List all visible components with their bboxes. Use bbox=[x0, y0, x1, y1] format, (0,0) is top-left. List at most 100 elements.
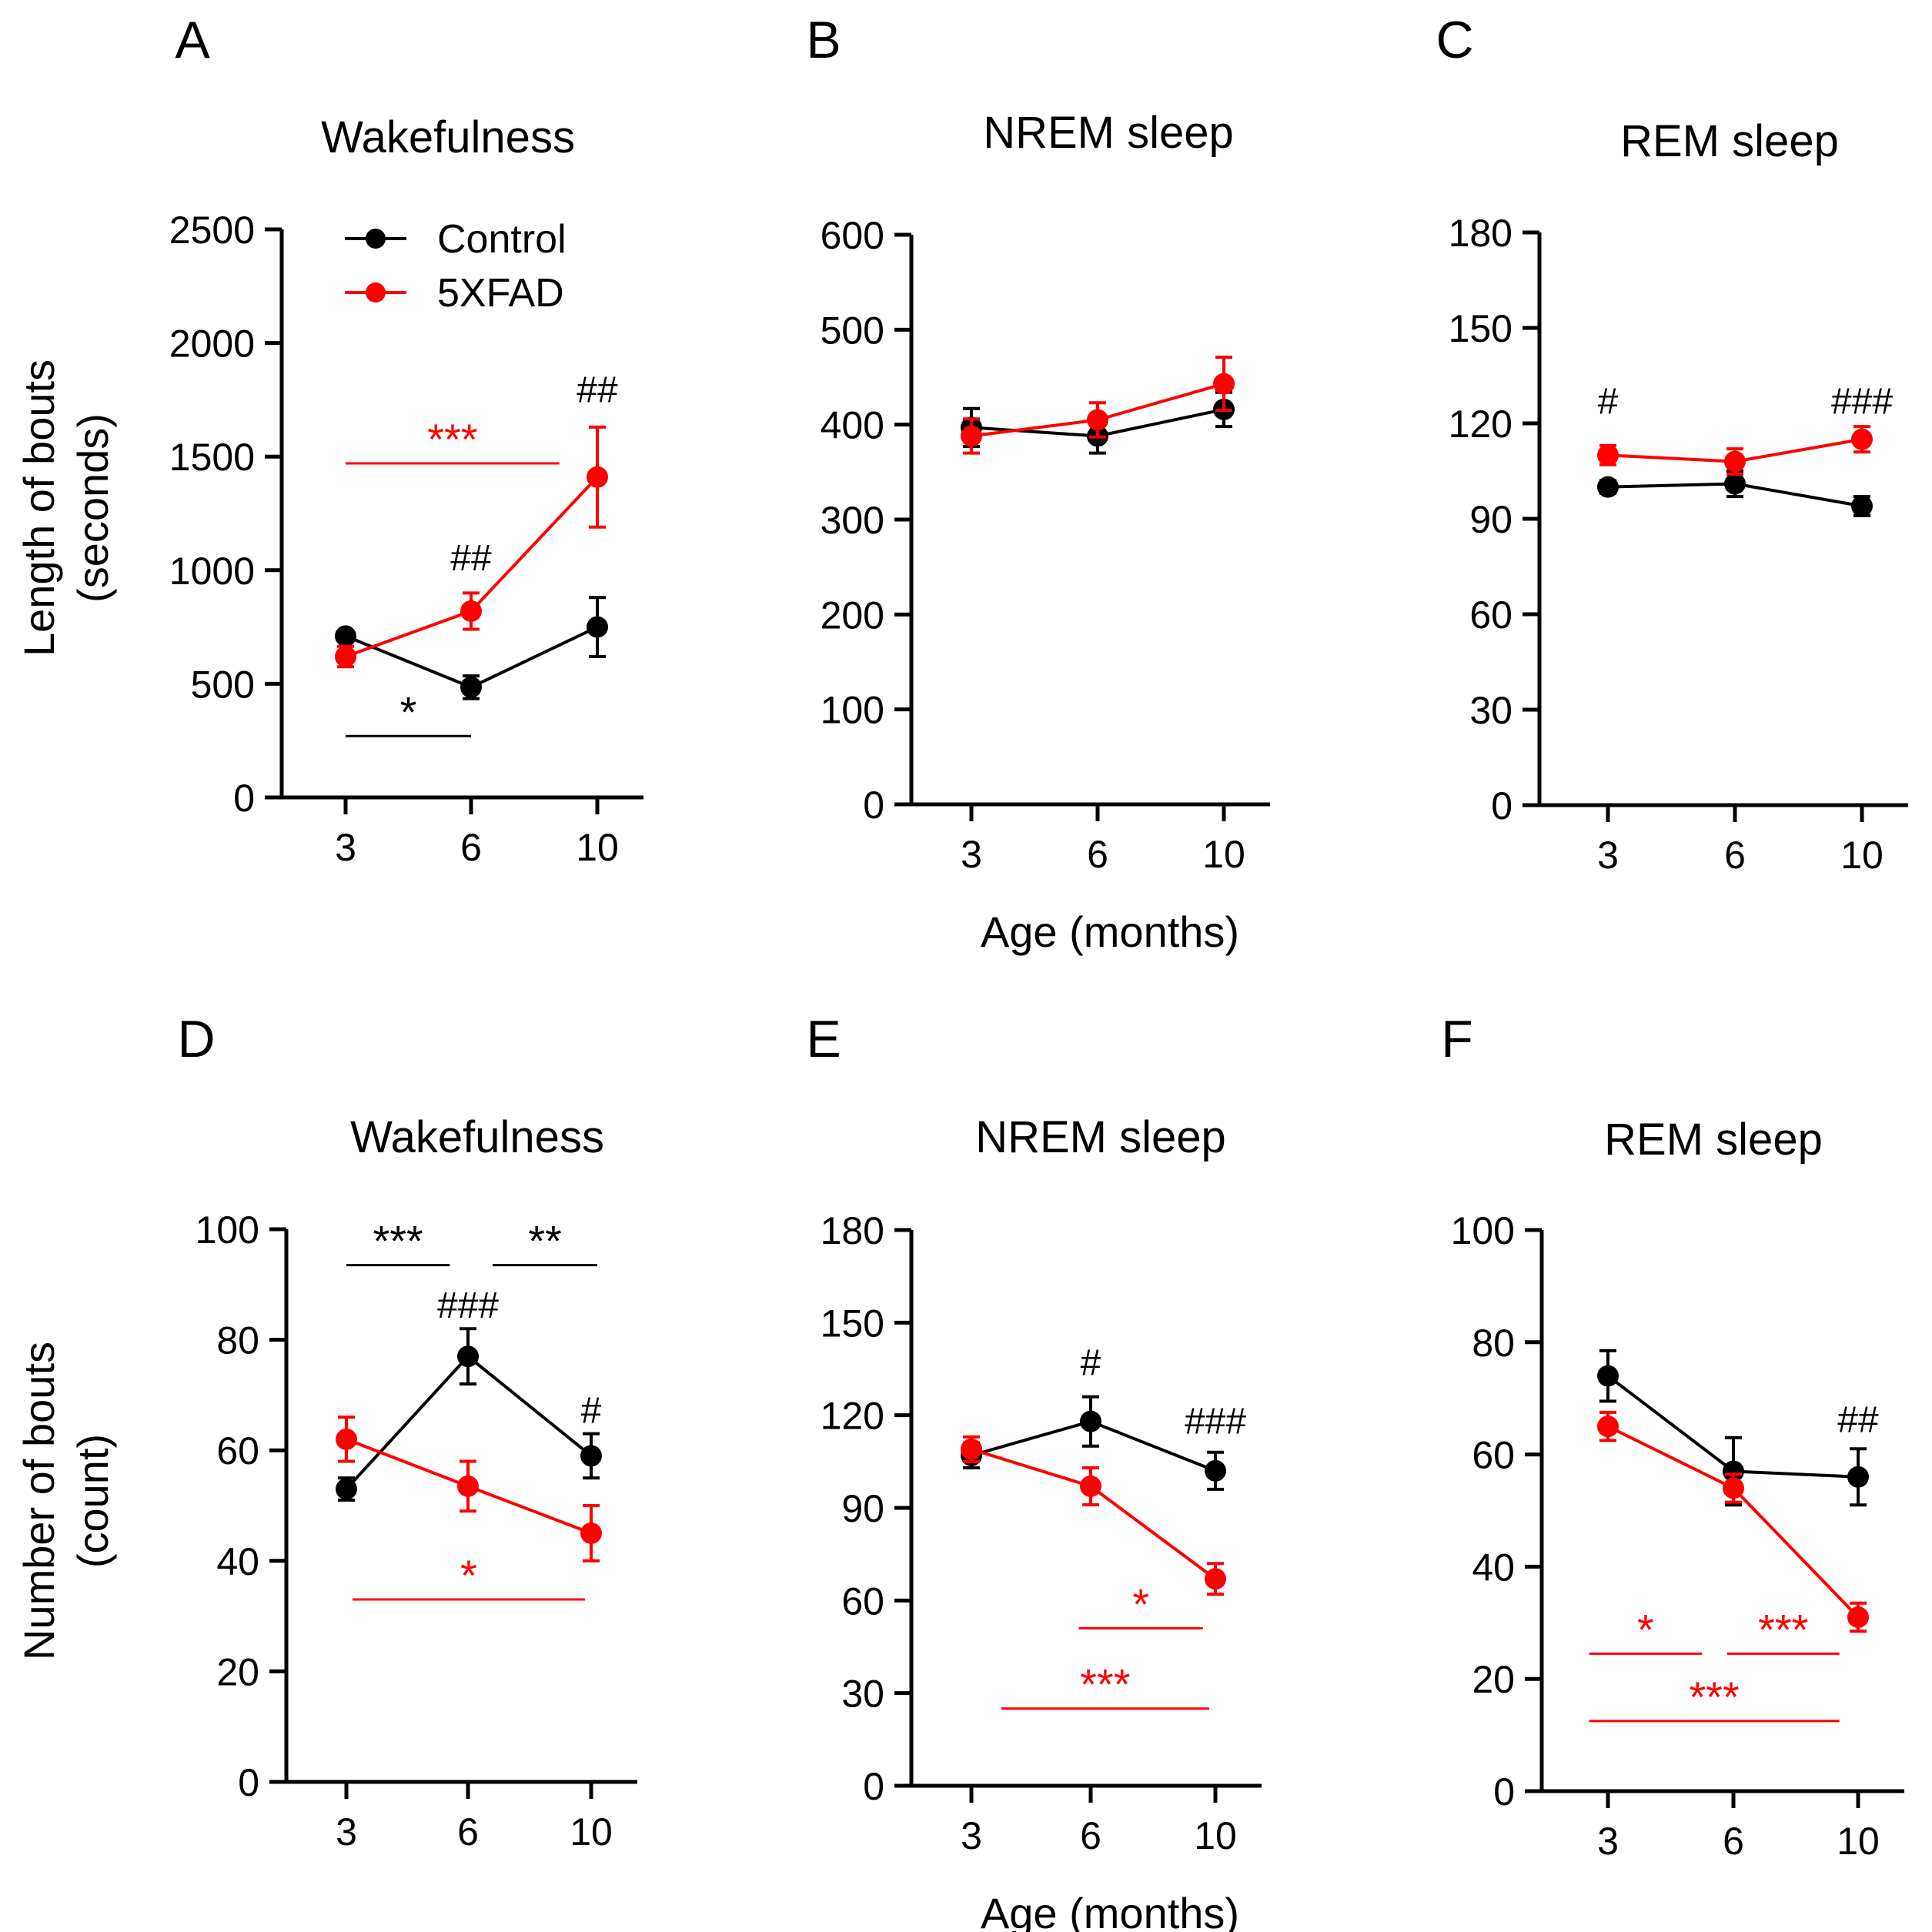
data-point bbox=[961, 1438, 982, 1460]
panel-title: REM sleep bbox=[1620, 116, 1839, 166]
y-axis-title-bottom: Number of bouts (count) bbox=[15, 1342, 117, 1660]
y-tick-label: 30 bbox=[1469, 689, 1513, 732]
x-tick-label: 10 bbox=[570, 1810, 613, 1853]
data-point bbox=[460, 600, 482, 622]
y-tick-label: 90 bbox=[841, 1487, 884, 1530]
x-tick-label: 3 bbox=[1597, 1820, 1619, 1863]
significance-label: ** bbox=[528, 1217, 562, 1265]
series-control bbox=[1597, 470, 1873, 517]
data-point bbox=[1597, 1365, 1619, 1387]
y-tick-label: 600 bbox=[821, 214, 884, 257]
annotation: ### bbox=[1185, 1402, 1246, 1442]
y-tick-label: 120 bbox=[1449, 403, 1513, 446]
y-tick-label: 150 bbox=[821, 1302, 884, 1345]
data-point bbox=[460, 676, 482, 698]
y-tick-label: 0 bbox=[863, 784, 884, 827]
annotation: ## bbox=[450, 538, 492, 579]
y-tick-label: 0 bbox=[233, 777, 255, 820]
series-5xfad bbox=[1597, 425, 1873, 476]
significance-label: *** bbox=[1758, 1605, 1808, 1653]
data-point bbox=[1080, 1410, 1101, 1432]
data-point bbox=[587, 616, 608, 638]
series-control bbox=[336, 1327, 602, 1502]
y-axis-title-bottom-line: Number of bouts bbox=[15, 1342, 63, 1660]
panel-b: B NREM sleep 0 100 200 300 400 500 600 3 6 10 Age (m… bbox=[806, 11, 1270, 956]
y-tick-label: 20 bbox=[216, 1650, 259, 1693]
x-tick-label: 6 bbox=[1724, 834, 1746, 877]
panel-letter: A bbox=[175, 11, 210, 69]
y-tick-label: 1500 bbox=[169, 436, 255, 479]
data-point bbox=[457, 1475, 479, 1497]
data-point bbox=[961, 425, 982, 447]
y-tick-label: 0 bbox=[1493, 1770, 1515, 1813]
data-point bbox=[1087, 409, 1108, 431]
x-tick-label: 3 bbox=[335, 826, 356, 869]
series-5xfad bbox=[961, 1435, 1226, 1596]
significance-label: *** bbox=[1080, 1660, 1130, 1709]
legend-label: Control bbox=[437, 217, 567, 262]
panel-letter: B bbox=[806, 11, 841, 69]
legend-label: 5XFAD bbox=[437, 271, 564, 316]
series-5xfad bbox=[336, 1416, 602, 1563]
y-tick-label: 80 bbox=[216, 1319, 259, 1362]
panel-a: A Wakefulness 0 500 1000 1500 2000 2500 3 6 10 ## ##… bbox=[169, 11, 643, 869]
y-axis-title-top-line: (seconds) bbox=[69, 413, 117, 603]
x-axis-title: Age (months) bbox=[981, 1889, 1239, 1932]
x-tick-label: 6 bbox=[460, 826, 482, 869]
y-tick-label: 40 bbox=[1472, 1546, 1515, 1589]
series-control bbox=[335, 596, 608, 700]
panel-letter: F bbox=[1441, 1010, 1473, 1068]
y-tick-label: 60 bbox=[841, 1579, 884, 1623]
data-point bbox=[1597, 444, 1619, 466]
annotation: # bbox=[1598, 382, 1619, 423]
data-point bbox=[1723, 1460, 1744, 1482]
data-point bbox=[1847, 1606, 1869, 1629]
data-point bbox=[1851, 495, 1873, 517]
y-tick-label: 500 bbox=[821, 309, 884, 352]
y-axis-title-top-line: Length of bouts bbox=[15, 359, 63, 657]
x-tick-label: 10 bbox=[1202, 833, 1245, 876]
y-tick-label: 100 bbox=[821, 689, 884, 732]
y-tick-label: 1000 bbox=[169, 550, 255, 593]
y-tick-label: 0 bbox=[238, 1761, 259, 1804]
data-point bbox=[1851, 428, 1873, 450]
y-tick-label: 80 bbox=[1472, 1322, 1515, 1365]
y-tick-label: 20 bbox=[1472, 1658, 1515, 1701]
y-tick-label: 180 bbox=[821, 1209, 884, 1252]
x-axis-title: Age (months) bbox=[981, 908, 1239, 956]
y-tick-label: 500 bbox=[191, 663, 255, 706]
annotation: ## bbox=[1837, 1399, 1879, 1440]
y-tick-label: 30 bbox=[841, 1673, 884, 1716]
x-tick-label: 6 bbox=[1087, 833, 1108, 876]
data-point bbox=[336, 1428, 357, 1450]
data-point bbox=[1723, 1477, 1744, 1499]
significance-label: * bbox=[460, 1551, 477, 1599]
legend-marker bbox=[366, 229, 386, 249]
series-5xfad bbox=[961, 356, 1235, 455]
series-control bbox=[1597, 1349, 1869, 1507]
panel-title: NREM sleep bbox=[983, 108, 1234, 158]
panel-letter: D bbox=[177, 1010, 215, 1068]
data-point bbox=[1597, 476, 1619, 498]
data-point bbox=[1724, 450, 1746, 473]
data-point bbox=[1205, 1459, 1226, 1482]
data-point bbox=[335, 625, 356, 647]
data-point bbox=[1724, 473, 1746, 495]
data-point bbox=[335, 645, 356, 667]
annotation: ### bbox=[1831, 382, 1893, 423]
y-tick-label: 180 bbox=[1449, 212, 1513, 255]
significance-label: *** bbox=[1689, 1673, 1739, 1721]
y-tick-label: 0 bbox=[1491, 784, 1513, 827]
y-tick-label: 90 bbox=[1469, 498, 1513, 541]
data-point bbox=[1213, 373, 1235, 395]
panel-title: REM sleep bbox=[1604, 1115, 1823, 1165]
x-tick-label: 3 bbox=[961, 833, 982, 876]
data-point bbox=[1847, 1466, 1869, 1488]
x-tick-label: 6 bbox=[1080, 1814, 1101, 1857]
data-point bbox=[587, 466, 608, 488]
y-tick-label: 60 bbox=[1469, 593, 1513, 637]
